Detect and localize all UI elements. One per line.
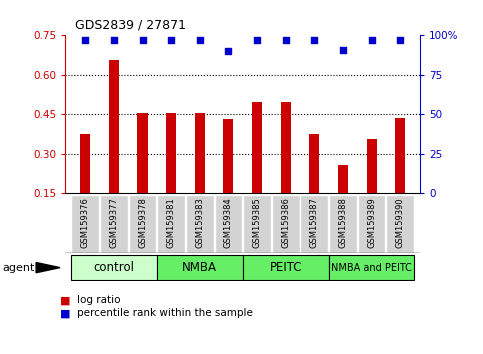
Bar (338, 165, 348, 193)
FancyBboxPatch shape (71, 255, 157, 280)
Bar (367, 139, 377, 193)
Point (139, 37, 146, 43)
Text: agent: agent (2, 263, 35, 273)
Text: GDS2839 / 27871: GDS2839 / 27871 (75, 19, 186, 32)
Point (196, 37, 204, 43)
Text: log ratio: log ratio (77, 295, 121, 305)
FancyBboxPatch shape (128, 195, 156, 252)
FancyBboxPatch shape (243, 195, 271, 252)
Point (397, 37, 404, 43)
FancyBboxPatch shape (71, 195, 99, 252)
Text: GSM159385: GSM159385 (253, 198, 261, 249)
Text: ■: ■ (60, 295, 71, 305)
FancyBboxPatch shape (186, 195, 213, 252)
Text: GSM159381: GSM159381 (167, 198, 176, 249)
Point (225, 48, 232, 54)
FancyBboxPatch shape (157, 255, 243, 280)
Text: GSM159378: GSM159378 (138, 198, 147, 249)
Text: GSM159387: GSM159387 (310, 198, 319, 249)
Point (339, 47, 347, 52)
Point (368, 37, 375, 43)
FancyBboxPatch shape (386, 195, 414, 252)
FancyBboxPatch shape (329, 195, 357, 252)
Text: GSM159383: GSM159383 (195, 198, 204, 249)
Point (253, 37, 261, 43)
Bar (80, 134, 90, 193)
Bar (166, 113, 176, 193)
FancyBboxPatch shape (157, 195, 185, 252)
Point (110, 37, 118, 43)
Text: PEITC: PEITC (270, 261, 302, 274)
Text: GSM159389: GSM159389 (367, 198, 376, 249)
Bar (309, 134, 319, 193)
Bar (223, 119, 233, 193)
Point (167, 37, 175, 43)
Text: ■: ■ (60, 308, 71, 318)
Text: NMBA: NMBA (182, 261, 217, 274)
Text: percentile rank within the sample: percentile rank within the sample (77, 308, 253, 318)
FancyBboxPatch shape (300, 195, 328, 252)
FancyBboxPatch shape (357, 195, 385, 252)
FancyBboxPatch shape (328, 255, 414, 280)
Text: GSM159376: GSM159376 (81, 198, 90, 249)
FancyBboxPatch shape (272, 195, 299, 252)
Bar (395, 118, 405, 193)
Text: control: control (93, 261, 134, 274)
Text: GSM159377: GSM159377 (109, 198, 118, 249)
Bar (252, 102, 262, 193)
Text: GSM159390: GSM159390 (396, 198, 405, 248)
Polygon shape (36, 263, 60, 273)
Point (311, 37, 318, 43)
Bar (109, 60, 119, 193)
Text: GSM159388: GSM159388 (339, 198, 347, 249)
Text: NMBA and PEITC: NMBA and PEITC (331, 263, 412, 273)
Text: GSM159386: GSM159386 (281, 198, 290, 249)
FancyBboxPatch shape (214, 195, 242, 252)
Bar (281, 102, 291, 193)
FancyBboxPatch shape (243, 255, 328, 280)
Bar (195, 113, 205, 193)
Point (282, 37, 289, 43)
Point (81, 37, 89, 43)
FancyBboxPatch shape (100, 195, 128, 252)
Bar (138, 113, 147, 193)
Text: GSM159384: GSM159384 (224, 198, 233, 249)
